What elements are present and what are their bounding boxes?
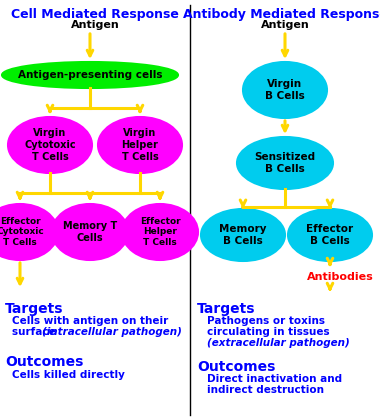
Ellipse shape [0,204,58,260]
Text: Antigen-presenting cells: Antigen-presenting cells [18,70,162,80]
Ellipse shape [201,209,285,261]
Text: Direct inactivation and: Direct inactivation and [207,374,342,384]
Text: Antigen: Antigen [261,20,309,30]
Text: (intracellular pathogen): (intracellular pathogen) [42,327,182,337]
Text: Antibodies: Antibodies [307,272,374,282]
Ellipse shape [237,137,333,189]
Text: Outcomes: Outcomes [197,360,276,374]
Text: Effector
Helper
T Cells: Effector Helper T Cells [140,217,180,247]
Text: surface: surface [12,327,59,337]
Ellipse shape [52,204,128,260]
Ellipse shape [288,209,372,261]
Text: Antibody Mediated Response: Antibody Mediated Response [182,8,380,21]
Text: Effector
B Cells: Effector B Cells [306,224,353,246]
Text: Virgin
Helper
T Cells: Virgin Helper T Cells [122,129,158,162]
Text: Outcomes: Outcomes [5,355,83,369]
Text: Cells with antigen on their: Cells with antigen on their [12,316,168,326]
Text: circulating in tissues: circulating in tissues [207,327,329,337]
Text: indirect destruction: indirect destruction [207,385,324,395]
Text: Targets: Targets [197,302,255,316]
Text: Memory T
Cells: Memory T Cells [63,221,117,243]
Text: Targets: Targets [5,302,63,316]
Ellipse shape [243,62,327,118]
Text: Cells killed directly: Cells killed directly [12,370,125,380]
Ellipse shape [8,117,92,173]
Text: Memory
B Cells: Memory B Cells [219,224,267,246]
Ellipse shape [98,117,182,173]
Ellipse shape [2,62,178,88]
Text: Cell Mediated Response: Cell Mediated Response [11,8,179,21]
Text: (extracellular pathogen): (extracellular pathogen) [207,338,350,348]
Text: Sensitized
B Cells: Sensitized B Cells [255,152,315,174]
Text: Effector
Cytotoxic
T Cells: Effector Cytotoxic T Cells [0,217,44,247]
Text: Virgin
Cytotoxic
T Cells: Virgin Cytotoxic T Cells [24,129,76,162]
Text: Antigen: Antigen [71,20,119,30]
Ellipse shape [122,204,198,260]
Text: Pathogens or toxins: Pathogens or toxins [207,316,325,326]
Text: Virgin
B Cells: Virgin B Cells [265,79,305,101]
